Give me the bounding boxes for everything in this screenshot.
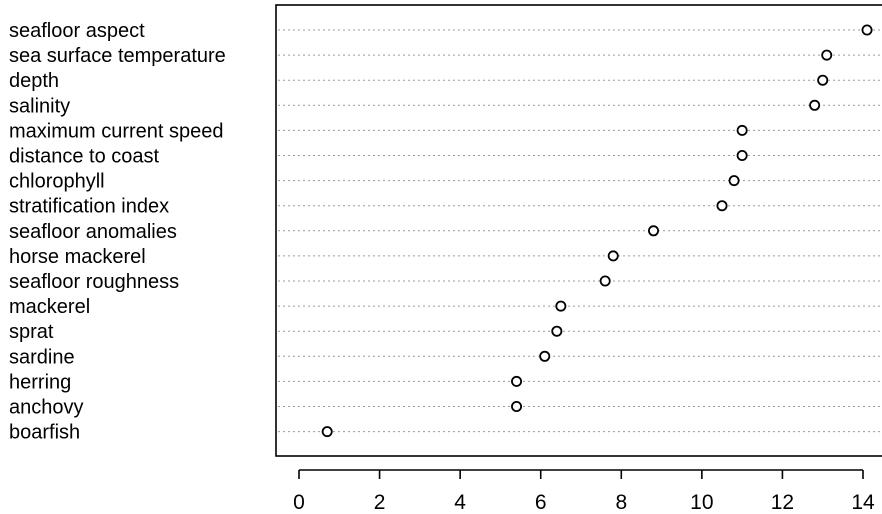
category-label: seafloor aspect [9, 20, 145, 42]
category-label: salinity [9, 95, 70, 117]
category-label: distance to coast [9, 146, 160, 168]
category-label: sea surface temperature [9, 45, 226, 67]
category-label: boarfish [9, 422, 80, 444]
data-point [321, 426, 333, 438]
category-label: depth [9, 70, 59, 92]
x-tick-label: 4 [454, 491, 466, 514]
category-label: herring [9, 371, 71, 393]
category-label: horse mackerel [9, 246, 146, 268]
data-point [648, 225, 660, 237]
x-tick-label: 10 [690, 491, 713, 514]
data-point [599, 275, 611, 287]
grid-lines [278, 29, 882, 433]
data-point [607, 250, 619, 262]
x-tick-label: 8 [615, 491, 627, 514]
data-point [716, 200, 728, 212]
data-point [736, 124, 748, 136]
data-point [817, 74, 829, 86]
data-point [821, 49, 833, 61]
x-axis: 0 2 4 6 8 10 12 14 [293, 469, 875, 514]
data-point [555, 300, 567, 312]
data-point [539, 350, 551, 362]
category-label: sprat [9, 321, 54, 343]
x-tick-label: 0 [293, 491, 305, 514]
category-label: sardine [9, 346, 75, 368]
data-point [861, 24, 873, 36]
category-label: anchovy [9, 397, 84, 419]
x-tick-label: 2 [374, 491, 386, 514]
category-label: stratification index [9, 196, 169, 218]
data-point [511, 400, 523, 412]
category-label: seafloor anomalies [9, 221, 177, 243]
category-labels: seafloor aspect sea surface temperature de… [9, 20, 226, 444]
data-point [511, 375, 523, 387]
data-points [321, 24, 873, 438]
data-point [736, 149, 748, 161]
category-label: maximum current speed [9, 120, 224, 142]
data-point [551, 325, 563, 337]
x-tick-label: 12 [771, 491, 794, 514]
x-tick-label: 6 [535, 491, 547, 514]
category-label: chlorophyll [9, 171, 105, 193]
data-point [728, 175, 740, 187]
x-tick-label: 14 [851, 491, 875, 514]
plot-frame [275, 4, 882, 457]
data-point [809, 99, 821, 111]
category-label: mackerel [9, 296, 90, 318]
category-label: seafloor roughness [9, 271, 179, 293]
